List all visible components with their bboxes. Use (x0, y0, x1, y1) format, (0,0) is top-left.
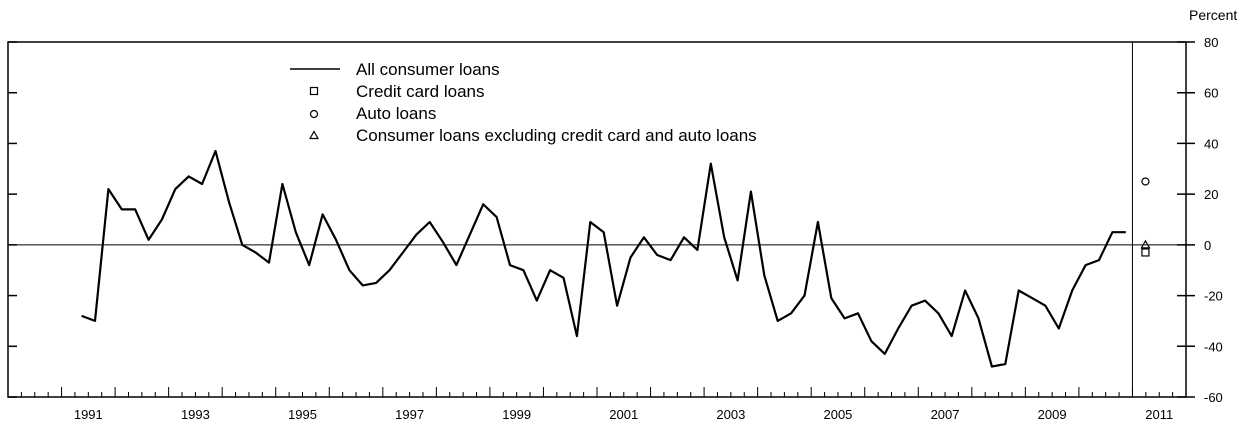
x-tick-label: 2005 (823, 407, 852, 422)
legend-triangle-swatch (308, 130, 320, 140)
x-axis-ticks: 1991 1993 1995 1997 1999 2001 2003 2005 2007 2009… (7, 387, 1173, 422)
marker-consumer-loans-excluding (1140, 239, 1151, 249)
x-tick-label: 2009 (1038, 407, 1067, 422)
legend-entry-consumer-loans-excluding: Consumer loans excluding credit card and… (356, 126, 757, 145)
x-tick-label: 1995 (288, 407, 317, 422)
x-tick-label: 1999 (502, 407, 531, 422)
y-tick-label: 0 (1204, 238, 1211, 253)
y-unit-label: Percent (1189, 7, 1237, 23)
x-tick-label: 2003 (716, 407, 745, 422)
y-tick-label: -40 (1204, 339, 1223, 354)
y-tick-label: -60 (1204, 390, 1223, 405)
y-tick-label: -20 (1204, 289, 1223, 304)
reference-lines (8, 42, 1186, 397)
legend-square-swatch (309, 86, 319, 96)
legend-entry-auto-loans: Auto loans (356, 104, 436, 123)
x-tick-label: 2007 (931, 407, 960, 422)
series-line-all-consumer-loans (81, 149, 1126, 368)
x-tick-label: 1997 (395, 407, 424, 422)
legend-entry-credit-card-loans: Credit card loans (356, 82, 485, 101)
x-tick-label: 1991 (74, 407, 103, 422)
x-tick-label: 2011 (1145, 407, 1173, 422)
x-tick-label: 1993 (181, 407, 210, 422)
y-axis-ticks: -60 -40 -20 0 20 40 60 80 (8, 35, 1223, 405)
legend: All consumer loans Credit card loans Aut… (290, 60, 757, 145)
y-tick-label: 40 (1204, 136, 1218, 151)
y-tick-label: 80 (1204, 35, 1218, 50)
series-layer (81, 149, 1151, 368)
legend-entry-all-consumer-loans: All consumer loans (356, 60, 500, 79)
y-tick-label: 20 (1204, 187, 1218, 202)
y-unit-label-text: Percent (1189, 7, 1237, 23)
x-tick-label: 2001 (609, 407, 638, 422)
legend-circle-swatch (309, 109, 319, 119)
marker-auto-loans (1141, 177, 1150, 186)
y-tick-label: 60 (1204, 86, 1218, 101)
marker-credit-card-loans (1141, 248, 1150, 257)
